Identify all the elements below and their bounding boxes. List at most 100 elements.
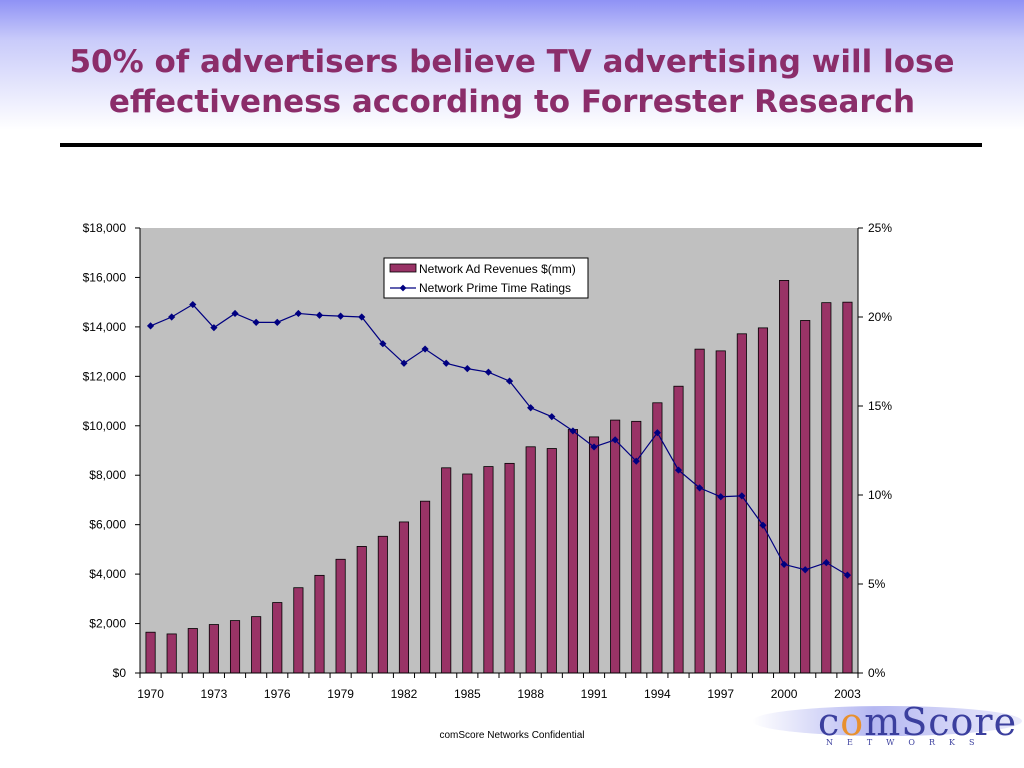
ratings-point-1997 <box>717 493 725 501</box>
ratings-point-1981 <box>379 340 387 348</box>
bar-2002 <box>821 302 832 674</box>
legend-marker-ratings <box>399 284 407 292</box>
x-tick-label: 2000 <box>771 687 798 701</box>
left-tick-label: $18,000 <box>83 221 127 235</box>
x-tick-label: 1994 <box>644 687 671 701</box>
bar-1995 <box>673 385 684 674</box>
left-tick-label: $0 <box>113 666 127 680</box>
x-tick-label: 2003 <box>834 687 861 701</box>
bar-1980 <box>356 546 367 674</box>
bar-2001 <box>800 320 811 674</box>
ratings-point-1972 <box>189 300 197 309</box>
ratings-point-1983 <box>421 345 429 353</box>
x-tick-label: 1973 <box>201 687 228 701</box>
ratings-point-2001 <box>801 566 809 574</box>
x-tick-label: 1997 <box>707 687 734 701</box>
bar-1992 <box>610 419 621 674</box>
legend-swatch-revenues <box>389 263 417 273</box>
right-tick-label: 5% <box>868 577 886 591</box>
legend-box <box>383 257 589 299</box>
logo-wordmark: comScore <box>818 700 1018 744</box>
bar-2000 <box>779 280 790 674</box>
ratings-point-2002 <box>822 559 830 567</box>
bar-1984 <box>441 467 452 674</box>
ratings-point-1978 <box>315 311 324 319</box>
bar-1989 <box>546 448 557 674</box>
legend: Network Ad Revenues $(mm) Network Prime … <box>383 257 589 299</box>
ratings-point-1984 <box>442 359 450 367</box>
right-tick-label: 25% <box>868 221 892 235</box>
bar-1999 <box>757 327 769 674</box>
bar-1998 <box>736 333 747 674</box>
left-tick-label: $8,000 <box>89 468 126 482</box>
x-tick-label: 1976 <box>264 687 291 701</box>
bar-1982 <box>398 521 410 674</box>
ratings-point-1970 <box>146 322 155 330</box>
x-tick-label: 1985 <box>454 687 481 701</box>
bar-1975 <box>251 616 262 674</box>
ratings-point-1976 <box>273 318 281 326</box>
bar-1991 <box>588 436 600 674</box>
bar-1994 <box>652 402 663 674</box>
bar-1979 <box>335 558 346 674</box>
ratings-point-1973 <box>210 324 218 332</box>
ratings-point-1977 <box>294 309 302 318</box>
logo-swoosh <box>752 706 1022 736</box>
ratings-point-1993 <box>632 457 640 465</box>
ratings-point-1992 <box>611 436 619 444</box>
ratings-point-1982 <box>400 359 408 367</box>
bar-1990 <box>567 429 578 674</box>
bar-1971 <box>166 633 177 674</box>
x-tick-label: 1970 <box>137 687 164 701</box>
x-tick-label: 1982 <box>391 687 418 701</box>
x-tick-label: 1979 <box>327 687 354 701</box>
ratings-point-1980 <box>358 313 366 321</box>
ratings-line <box>150 303 848 576</box>
comscore-logo: comScore NETWORKS <box>752 682 1024 768</box>
ratings-point-1974 <box>231 309 239 318</box>
legend-label-ratings: Network Prime Time Ratings <box>419 281 571 295</box>
right-tick-label: 0% <box>868 666 886 680</box>
left-tick-label: $16,000 <box>83 270 127 284</box>
ratings-point-1988 <box>527 404 535 412</box>
title-line-1: 50% of advertisers believe TV advertisin… <box>69 44 955 80</box>
ratings-point-1998 <box>738 492 746 500</box>
right-tick-label: 15% <box>868 399 892 413</box>
left-tick-label: $4,000 <box>89 567 126 581</box>
left-tick-label: $2,000 <box>89 617 126 631</box>
ratings-point-1991 <box>590 443 598 451</box>
ratings-point-2003 <box>843 571 852 579</box>
bar-1981 <box>377 535 388 674</box>
left-tick-label: $12,000 <box>83 369 127 383</box>
slide-title: 50% of advertisers believe TV advertisin… <box>40 42 984 122</box>
bar-1970 <box>145 631 156 674</box>
x-tick-label: 1988 <box>517 687 544 701</box>
bar-1974 <box>229 620 241 674</box>
right-tick-label: 20% <box>868 310 892 324</box>
ratings-point-1985 <box>463 365 471 373</box>
title-divider <box>60 143 982 147</box>
bar-1985 <box>462 473 473 674</box>
ratings-point-2000 <box>780 560 788 569</box>
ratings-point-1989 <box>548 413 556 421</box>
left-tick-label: $10,000 <box>83 419 127 433</box>
bar-1972 <box>187 628 198 674</box>
ratings-point-1979 <box>337 312 345 320</box>
confidential-footer: comScore Networks Confidential <box>439 730 585 741</box>
x-tick-label: 1991 <box>581 687 608 701</box>
ratings-point-1986 <box>484 368 493 376</box>
left-tick-label: $14,000 <box>83 320 127 334</box>
bar-2003 <box>842 301 853 674</box>
ratings-point-1987 <box>505 377 514 385</box>
bar-1997 <box>715 350 726 674</box>
ratings-point-1995 <box>674 466 683 474</box>
bar-1977 <box>293 587 304 674</box>
bar-1987 <box>504 462 515 674</box>
bar-1983 <box>420 500 431 674</box>
left-tick-label: $6,000 <box>89 518 126 532</box>
bar-1976 <box>272 602 283 674</box>
right-tick-label: 10% <box>868 488 892 502</box>
bar-1978 <box>314 574 325 674</box>
ratings-point-1975 <box>252 318 260 326</box>
